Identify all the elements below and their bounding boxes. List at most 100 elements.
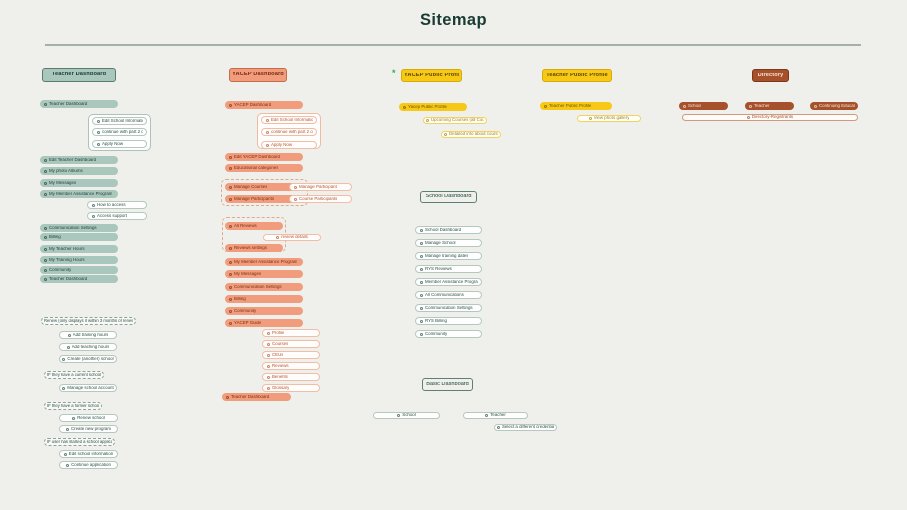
teacher-dashboard-node[interactable]: Teacher Dashboard: [40, 275, 118, 283]
profile-node[interactable]: Profile: [262, 329, 320, 337]
create-new-program-node[interactable]: Create new program: [59, 425, 118, 433]
benefits-node[interactable]: Benefits: [262, 373, 320, 381]
continuing-education-node[interactable]: Continuing Education: [810, 102, 858, 110]
community-node[interactable]: Community: [225, 307, 303, 315]
glossary-node[interactable]: Glossary: [262, 384, 320, 392]
access-support-node[interactable]: Access support: [87, 212, 147, 220]
page-icon: [97, 142, 100, 146]
node-label: Apply Now: [271, 142, 292, 147]
community-node[interactable]: Community: [40, 266, 118, 274]
page-icon: [426, 119, 429, 122]
node-label: School: [402, 413, 416, 418]
manage-school-node[interactable]: Manage School: [415, 239, 482, 247]
add-training-hours-node[interactable]: Add training hours: [59, 331, 117, 339]
yacep-dashboard-node[interactable]: YACEP Dashboard: [229, 68, 287, 82]
teacher-dashboard-node[interactable]: Teacher Dashboard: [40, 100, 118, 108]
node-label: Create new program: [70, 426, 112, 431]
page-icon: [485, 414, 489, 417]
view-photo-gallery-node[interactable]: View photo gallery: [577, 115, 641, 122]
manage-participants-node[interactable]: Manage Participants: [225, 195, 303, 203]
communication-settings-node[interactable]: Communication Settings: [225, 283, 303, 291]
node-label: Access support: [97, 213, 128, 218]
page-icon: [229, 309, 232, 313]
basic-dashboard-node[interactable]: Basic Dashboard: [422, 378, 473, 391]
if-they-have-a-current-school-node[interactable]: IF they have a current school: [44, 371, 104, 379]
all-reviews-node[interactable]: All Reviews: [225, 222, 283, 230]
rys-reviews-node[interactable]: RYS Reviews: [415, 265, 482, 273]
teacher-dashboard-node[interactable]: Teacher Dashboard: [222, 393, 291, 401]
review-details-node[interactable]: review details: [263, 234, 321, 241]
yacep-public-profile-node[interactable]: YACEP Public Profile: [401, 69, 462, 82]
my-messages-node[interactable]: My Messages: [225, 270, 303, 278]
continue-with-part-2-of-app-node[interactable]: continue with part 2 of app: [261, 128, 317, 136]
detailed-info-about-course-node[interactable]: Detailed info about course: [441, 131, 501, 138]
continue-with-part-2-of-app-node[interactable]: continue with part 2 of app: [92, 128, 147, 136]
upcoming-courses-all-courses-node[interactable]: Upcoming Courses (all Courses): [423, 117, 487, 124]
edit-school-information-node[interactable]: Edit School Information: [92, 117, 147, 125]
school-node[interactable]: School: [679, 102, 728, 110]
teacher-node[interactable]: Teacher: [745, 102, 794, 110]
edit-teacher-dashboard-node[interactable]: Edit Teacher Dashboard: [40, 156, 118, 164]
my-teacher-hours-node[interactable]: My Teacher Hours: [40, 245, 118, 253]
if-user-has-started-a-school-application-node[interactable]: IF user has started a school application: [44, 438, 115, 446]
all-communications-node[interactable]: All Communications: [415, 291, 482, 299]
course-participants-node[interactable]: Course Participants: [289, 195, 352, 203]
manage-courses-node[interactable]: Manage Courses: [225, 183, 303, 191]
communication-settings-node[interactable]: Communication Settings: [40, 224, 118, 232]
edit-yacep-dashboard-node[interactable]: Edit YACEP Dashboard: [225, 153, 303, 161]
billing-node[interactable]: Billing: [225, 295, 303, 303]
manage-participant-node[interactable]: Manage Participant: [289, 183, 352, 191]
page-icon: [92, 203, 95, 207]
reviews-settings-node[interactable]: Reviews settings: [225, 244, 283, 252]
create-another-school-node[interactable]: Create (another) school: [59, 355, 117, 363]
ceus-node[interactable]: CEUs: [262, 351, 320, 359]
renew-only-displays-if-within-3-months-of-renewal-node[interactable]: Renew (only displays if within 3 months …: [41, 317, 136, 325]
rys-billing-node[interactable]: RYS Billing: [415, 317, 482, 325]
teacher-public-profile-node[interactable]: Teacher Public Profile: [542, 69, 612, 82]
apply-now-node[interactable]: Apply Now: [261, 141, 317, 149]
yacep-public-profile-node[interactable]: Yacep Public Profile: [399, 103, 467, 111]
my-member-assistance-program-node[interactable]: My Member Assistance Program: [40, 190, 118, 198]
page-icon: [276, 236, 280, 239]
apply-now-node[interactable]: Apply Now: [92, 140, 147, 148]
reviews-node[interactable]: Reviews: [262, 362, 320, 370]
my-member-assistance-program-node[interactable]: My Member Assistance Program: [225, 258, 303, 266]
directory-node[interactable]: Directory: [752, 69, 789, 82]
educational-categories-node[interactable]: Educational categories: [225, 164, 303, 172]
if-they-have-a-former-school-node[interactable]: IF they have a former school: [44, 402, 102, 410]
page-icon: [44, 247, 47, 251]
member-assistance-program-node[interactable]: Member Assistance Program: [415, 278, 482, 286]
my-photo-albums-node[interactable]: My photo Albums: [40, 167, 118, 175]
renew-school-node[interactable]: Renew school: [59, 414, 118, 422]
continue-application-node[interactable]: Continue application: [59, 461, 118, 469]
manage-training-dates-node[interactable]: Manage training dates: [415, 252, 482, 260]
billing-node[interactable]: Billing: [40, 233, 118, 241]
edit-school-information-node[interactable]: Edit school information: [59, 450, 118, 458]
manage-group-box: [221, 179, 308, 206]
school-dashboard-node[interactable]: School Dashboard: [420, 191, 477, 203]
page-icon: [749, 104, 752, 108]
node-label: Communication Settings: [234, 284, 282, 289]
yacep-dashboard-node[interactable]: YACEP Dashboard: [225, 101, 303, 109]
how-to-access-node[interactable]: How to access: [87, 201, 147, 209]
school-node[interactable]: School: [373, 412, 440, 419]
page-icon: [44, 192, 47, 196]
node-label: Courses: [272, 341, 289, 346]
node-label: Detailed info about course: [449, 132, 498, 137]
teacher-public-profile-node[interactable]: Teacher Public Profile: [540, 102, 612, 110]
edit-school-information-node[interactable]: Edit School Information: [261, 116, 317, 124]
teacher-node[interactable]: Teacher: [463, 412, 528, 419]
teacher-dashboard-node[interactable]: Teacher Dashboard: [42, 68, 116, 82]
my-training-hours-node[interactable]: My Training Hours: [40, 256, 118, 264]
select-a-different-credential-node[interactable]: Select a different credential: [494, 424, 557, 431]
node-label: My Member Assistance Program: [49, 191, 113, 196]
add-teaching-hours-node[interactable]: Add teaching hours: [59, 343, 117, 351]
school-dashboard-node[interactable]: School Dashboard: [415, 226, 482, 234]
community-node[interactable]: Community: [415, 330, 482, 338]
my-messages-node[interactable]: My Messages: [40, 179, 118, 187]
manage-school-account-node[interactable]: Manage school account: [59, 384, 117, 392]
directory-registrants-node[interactable]: Directory-Registrants: [682, 114, 858, 121]
yacep-guide-node[interactable]: YACEP Guide: [225, 319, 303, 327]
communication-settings-node[interactable]: Communication Settings: [415, 304, 482, 312]
courses-node[interactable]: Courses: [262, 340, 320, 348]
